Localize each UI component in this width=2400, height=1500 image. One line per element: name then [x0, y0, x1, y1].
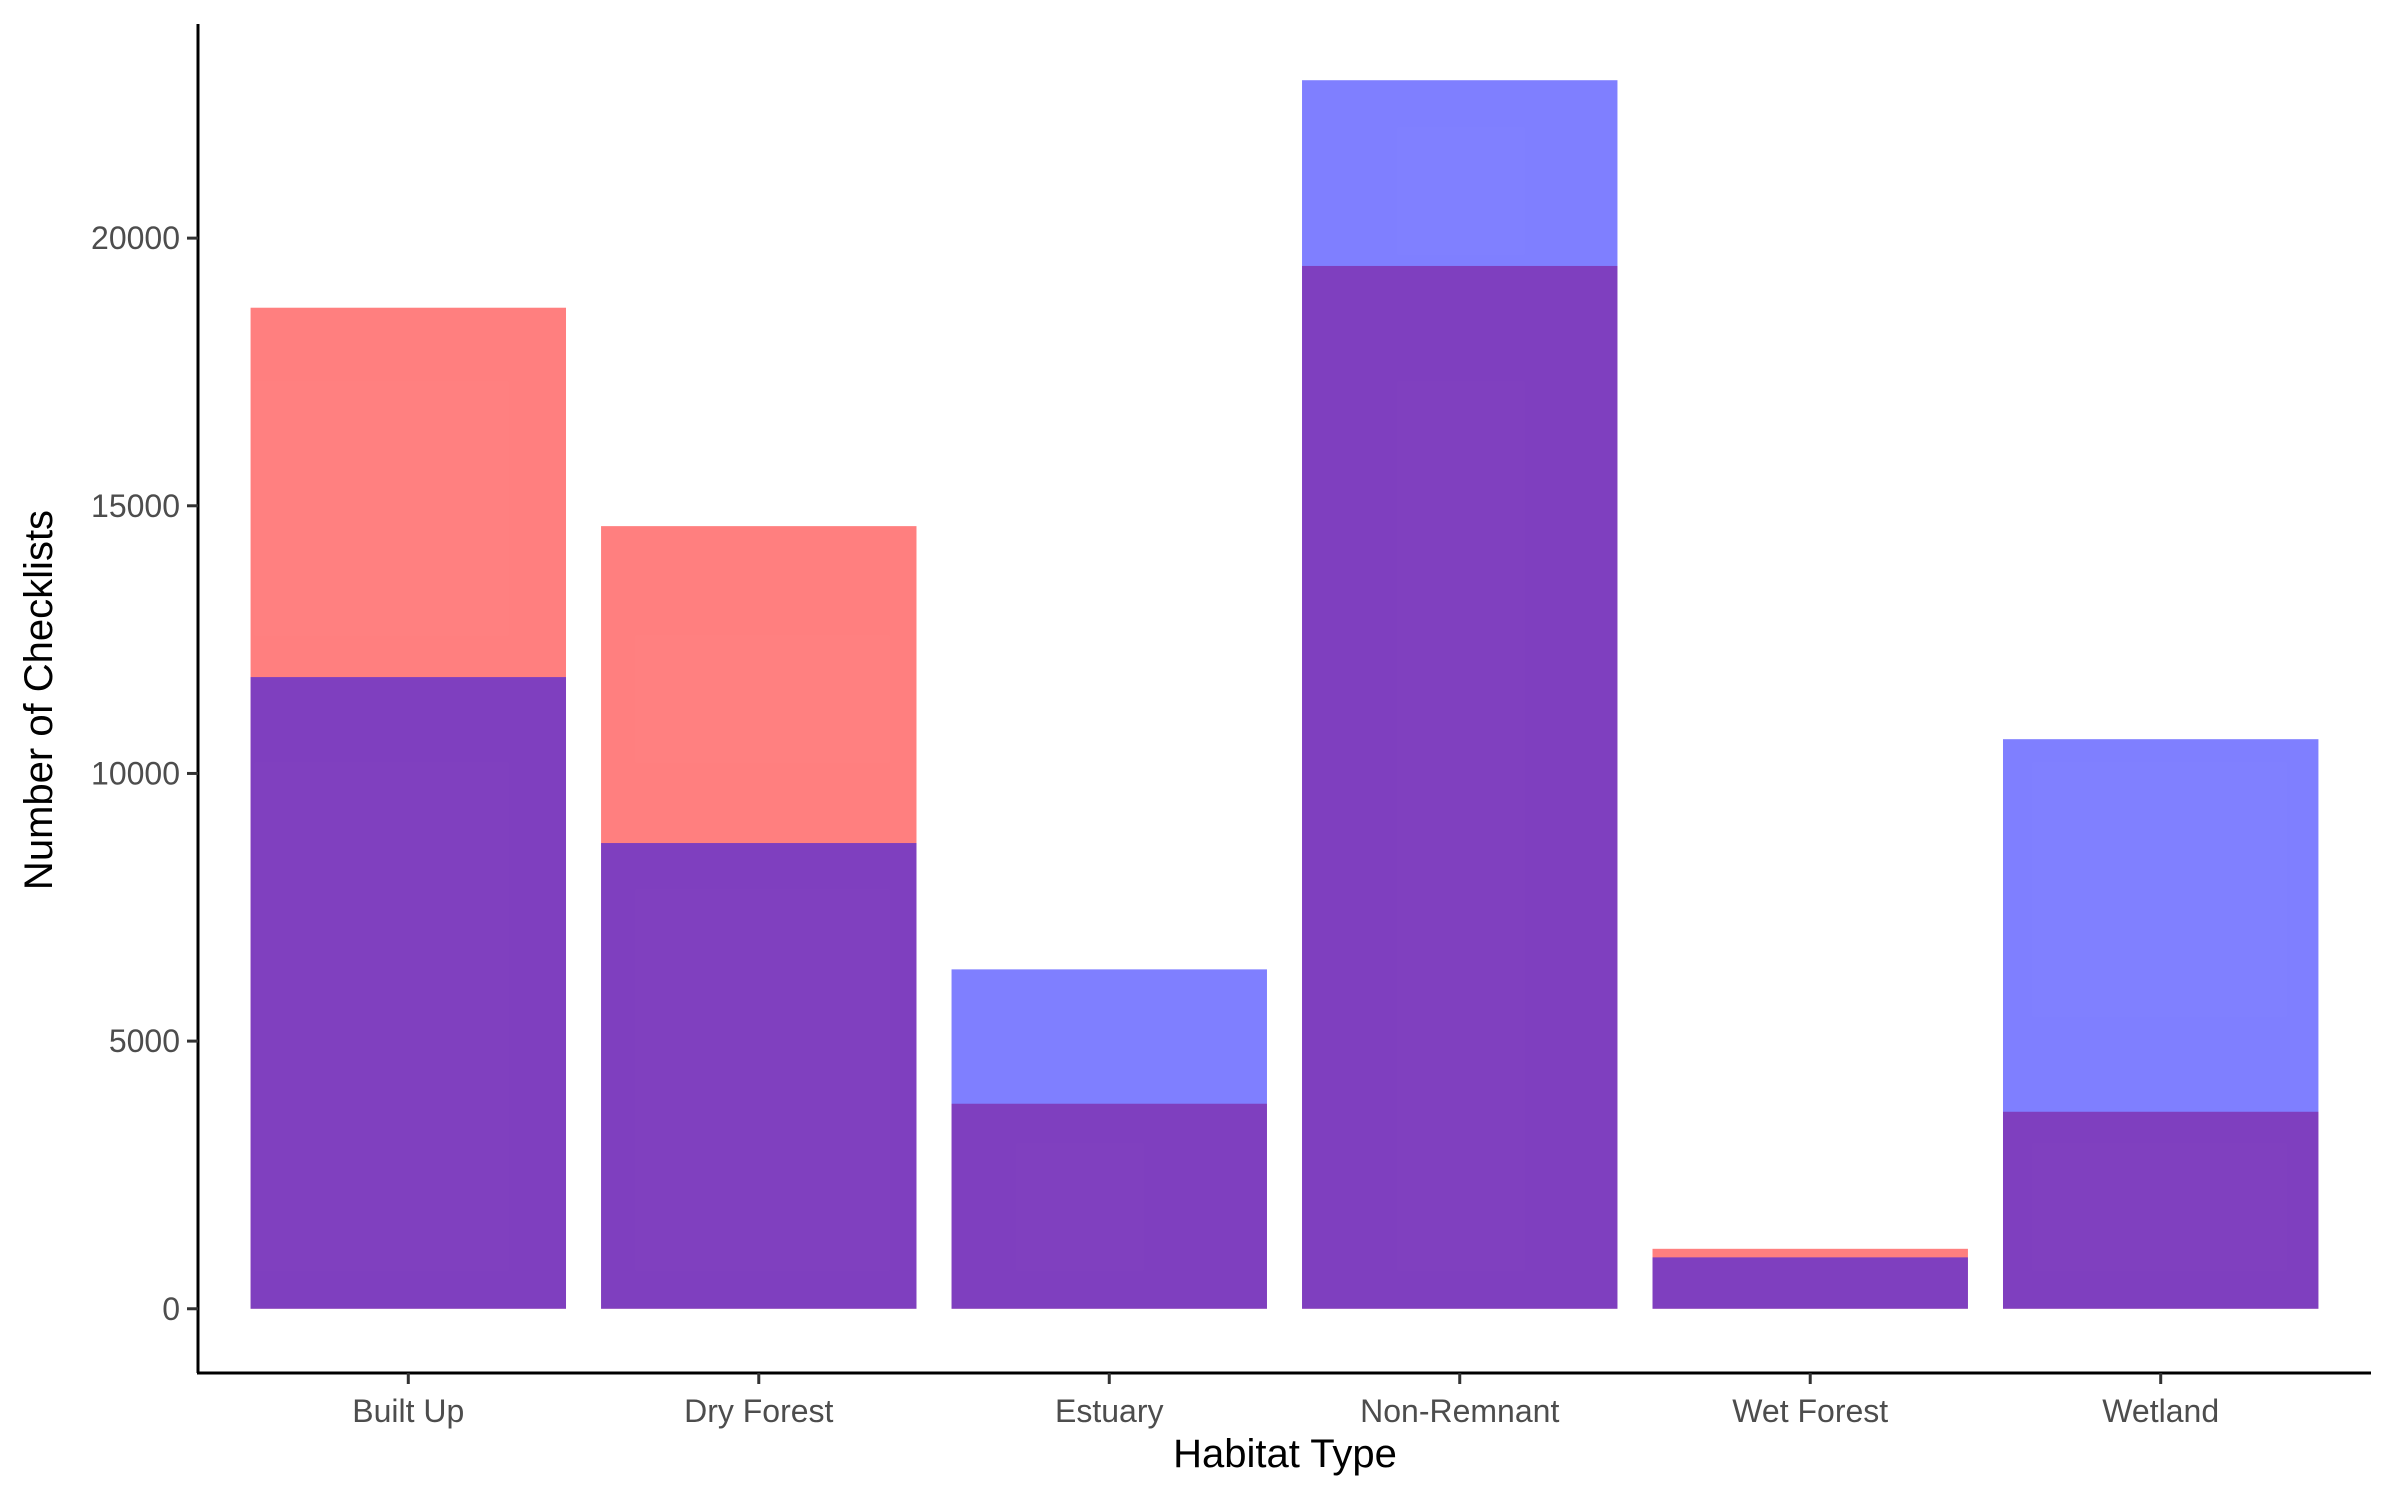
- x-tick-label: Non-Remnant: [1360, 1393, 1559, 1429]
- bar-series2-wet-forest: [1652, 1257, 1968, 1309]
- x-axis-ticks: Built Up Dry Forest Estuary Non-Remnant Wet …: [352, 1373, 2219, 1429]
- y-tick-label: 15000: [91, 488, 180, 524]
- x-tick-label: Wetland: [2102, 1393, 2219, 1429]
- bar-series2-dry-forest: [601, 843, 917, 1309]
- x-axis-title: Habitat Type: [1173, 1432, 1397, 1476]
- x-tick-label: Estuary: [1055, 1393, 1163, 1429]
- y-tick-label: 5000: [109, 1023, 180, 1059]
- bar-series2-estuary: [951, 969, 1267, 1309]
- bar-series2-wetland: [2002, 739, 2319, 1309]
- bar-series2-built-up: [250, 677, 567, 1309]
- x-tick-label: Wet Forest: [1732, 1393, 1888, 1429]
- bar-series2-non-remnant: [1302, 80, 1618, 1309]
- y-tick-label: 20000: [91, 220, 180, 256]
- y-tick-label: 10000: [91, 755, 180, 791]
- x-tick-label: Dry Forest: [684, 1393, 833, 1429]
- y-tick-label: 0: [162, 1291, 180, 1327]
- bars-layer: [250, 80, 2319, 1309]
- x-tick-label: Built Up: [352, 1393, 464, 1429]
- y-axis-ticks: 0 5000 10000 15000 20000: [91, 220, 198, 1327]
- y-axis-title: Number of Checklists: [17, 510, 61, 890]
